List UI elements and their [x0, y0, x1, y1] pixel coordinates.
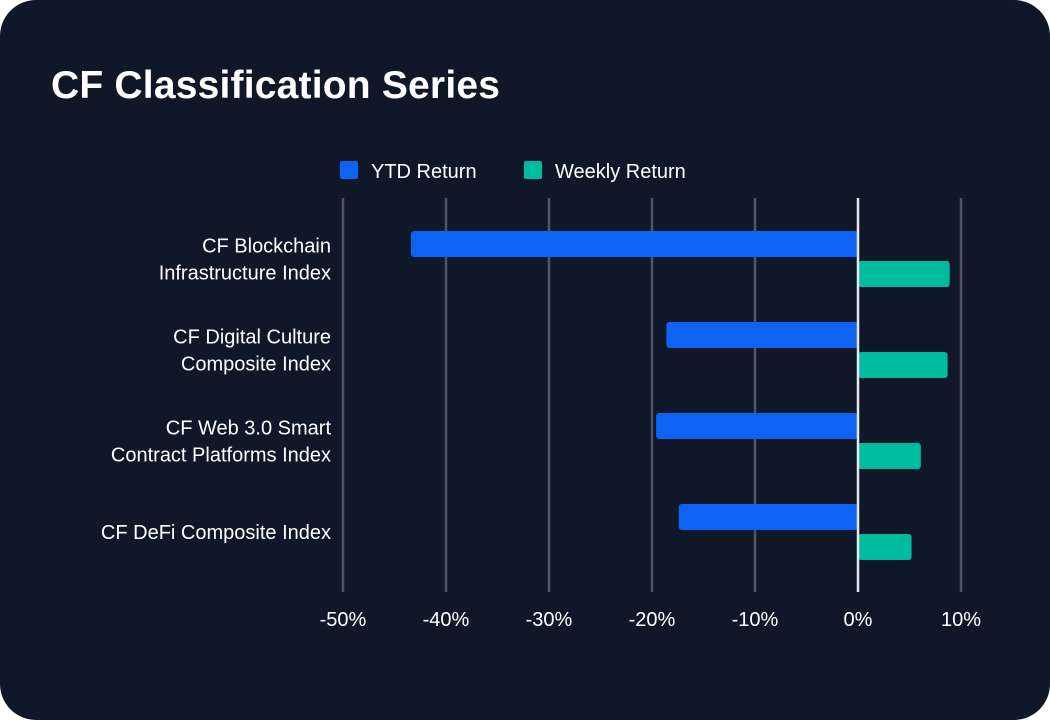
weekly-bar [858, 352, 948, 378]
ytd-bar [656, 413, 858, 439]
legend-swatch-ytd [340, 161, 358, 179]
x-tick-label: -50% [320, 609, 367, 631]
bars [410, 231, 950, 560]
legend-label-ytd: YTD Return [371, 161, 477, 183]
category-label: Composite Index [181, 354, 331, 376]
grid-lines [341, 198, 963, 592]
weekly-bar [858, 261, 950, 287]
category-label: CF DeFi Composite Index [101, 522, 331, 544]
category-label: CF Digital Culture [173, 327, 331, 349]
legend-swatch-weekly [524, 161, 542, 179]
ytd-bar [678, 504, 858, 530]
category-label: Contract Platforms Index [111, 445, 331, 467]
category-label: CF Blockchain [202, 236, 331, 258]
x-tick-label: -10% [732, 609, 779, 631]
x-tick-label: 0% [844, 609, 873, 631]
chart-title: CF Classification Series [51, 64, 501, 107]
weekly-bar [858, 443, 921, 469]
category-label: CF Web 3.0 Smart [166, 418, 332, 440]
category-labels: CF Blockchain Infrastructure Index CF Digi… [101, 236, 332, 545]
x-tick-label: -30% [526, 609, 573, 631]
x-axis-tick-labels: -50% -40% -30% -20% -10% 0% 10% [320, 609, 982, 631]
ytd-bar [666, 322, 858, 348]
x-tick-label: -40% [423, 609, 470, 631]
x-tick-label: -20% [629, 609, 676, 631]
ytd-bar [410, 231, 858, 257]
category-label: Infrastructure Index [159, 263, 331, 285]
legend-label-weekly: Weekly Return [555, 161, 686, 183]
x-tick-label: 10% [941, 609, 981, 631]
weekly-bar [858, 534, 912, 560]
legend: YTD Return Weekly Return [340, 161, 686, 183]
